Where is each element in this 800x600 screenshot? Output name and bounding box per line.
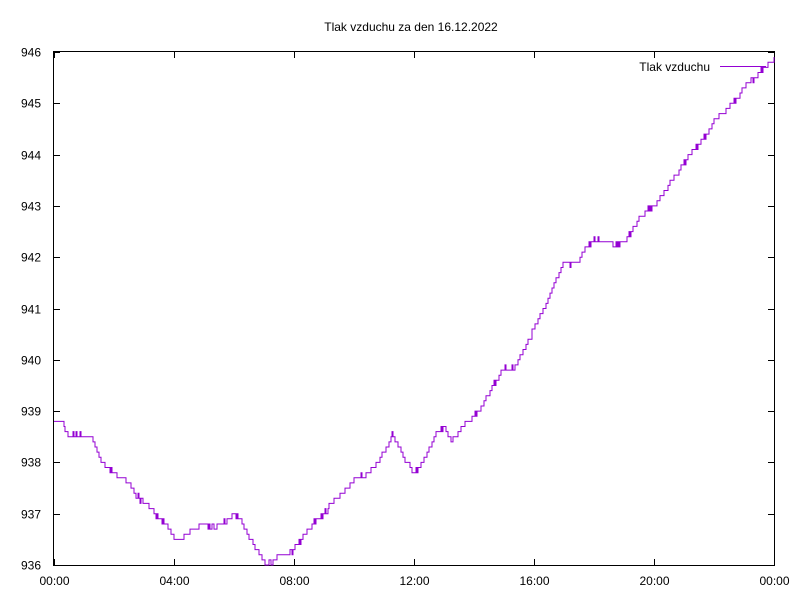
chart-title: Tlak vzduchu za den 16.12.2022 <box>324 20 498 34</box>
y-tick-label: 945 <box>21 97 41 111</box>
x-tick-label: 00:00 <box>759 574 789 588</box>
x-tick-label: 12:00 <box>399 574 429 588</box>
y-tick-label: 942 <box>21 251 41 265</box>
y-tick-label: 943 <box>21 200 41 214</box>
series-line <box>54 57 775 566</box>
y-tick-label: 937 <box>21 508 41 522</box>
y-tick-label: 946 <box>21 46 41 60</box>
y-tick-label: 938 <box>21 456 41 470</box>
y-axis: 936 937 938 939 940 941 942 943 944 945 946 <box>21 46 774 573</box>
legend: Tlak vzduchu <box>639 60 766 74</box>
x-tick-label: 08:00 <box>279 574 309 588</box>
x-tick-label: 00:00 <box>39 574 69 588</box>
x-tick-label: 20:00 <box>639 574 669 588</box>
x-tick-label: 16:00 <box>519 574 549 588</box>
plot-border <box>53 51 775 566</box>
y-tick-label: 939 <box>21 405 41 419</box>
y-tick-label: 940 <box>21 354 41 368</box>
legend-label: Tlak vzduchu <box>639 60 710 74</box>
x-axis: 00:00 04:00 08:00 12:00 16:00 20:00 00:00 <box>39 52 790 588</box>
x-tick-label: 04:00 <box>159 574 189 588</box>
y-tick-label: 944 <box>21 149 41 163</box>
y-tick-label: 936 <box>21 559 41 573</box>
series-layer <box>54 57 775 566</box>
y-tick-label: 941 <box>21 303 41 317</box>
